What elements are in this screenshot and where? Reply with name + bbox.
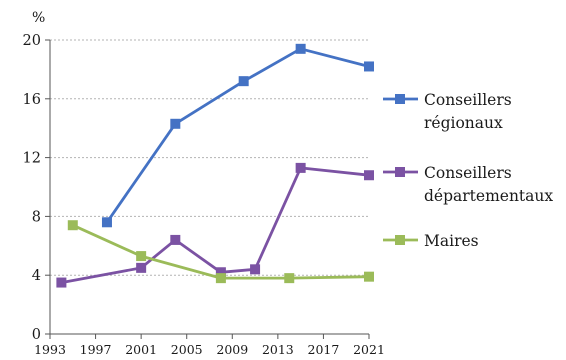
y-tick-label-12: 12 [23,151,41,167]
y-tick-label-0: 0 [32,327,41,343]
y-tick-label-16: 16 [23,92,41,108]
data-point-maires-4 [364,271,374,282]
x-tick-label-2005: 2005 [171,342,203,357]
x-tick-label-2013: 2013 [262,342,294,357]
y-tick-label-20: 20 [23,33,41,49]
x-tick-label-2017: 2017 [308,342,340,357]
x-tick-label-1997: 1997 [80,342,112,357]
data-point-conseillers-departementaux-6 [364,170,374,181]
data-point-maires-2 [215,273,226,284]
data-point-conseillers-regionaux-3 [295,43,306,54]
x-tick-label-1993: 1993 [34,342,66,357]
data-point-conseillers-departementaux-4 [250,264,261,275]
data-point-conseillers-regionaux-0 [101,217,112,228]
y-axis-unit-label: % [32,10,45,26]
data-point-conseillers-regionaux-2 [238,76,249,87]
x-tick-label-2001: 2001 [125,342,157,357]
data-point-conseillers-departementaux-1 [136,262,147,273]
data-point-conseillers-regionaux-4 [364,61,374,72]
gridlines [50,39,369,276]
legend-marker-conseillers-departementaux [395,167,405,177]
legend-label-conseillers-regionaux-line-1: régionaux [424,114,503,132]
legend-marker-conseillers-regionaux [395,94,405,104]
legend-marker-maires [395,235,405,245]
data-point-conseillers-departementaux-0 [56,277,67,288]
series-group [56,43,374,288]
data-point-maires-0 [67,220,78,231]
legend-label-conseillers-departementaux-line-0: Conseillers [424,164,512,182]
x-tick-label-2009: 2009 [216,342,248,357]
data-point-conseillers-departementaux-2 [170,234,181,245]
data-point-conseillers-departementaux-3 [215,267,226,278]
legend-label-conseillers-regionaux-line-0: Conseillers [424,91,512,109]
y-tick-label-4: 4 [32,268,41,284]
x-tick-label-2021: 2021 [353,342,385,357]
series-line-conseillers-regionaux [105,47,371,224]
data-point-maires-3 [284,273,295,284]
axes: 0 4 8 12 16 20 1993 1997 2001 2005 2009 2013 2017 202… [23,33,385,357]
legend-label-maires-line-0: Maires [424,232,479,250]
data-point-maires-1 [136,251,147,262]
y-tick-label-8: 8 [32,209,41,225]
legend: Conseillers régionaux Conseillers départeme… [383,91,553,250]
data-point-conseillers-regionaux-1 [170,118,181,129]
data-point-conseillers-departementaux-5 [295,162,306,173]
legend-label-conseillers-departementaux-line-1: départementaux [424,187,553,205]
